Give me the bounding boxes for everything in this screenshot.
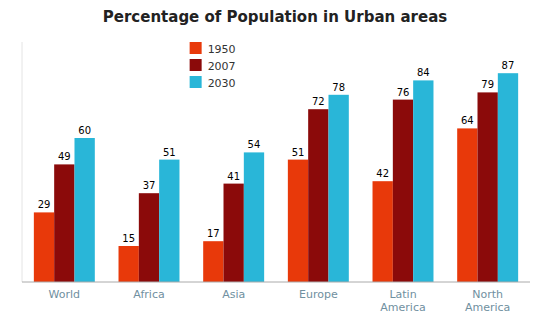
title: Percentage of Population in Urban areas [103, 8, 447, 26]
data-label: 17 [207, 228, 220, 239]
data-label: 84 [417, 67, 430, 78]
data-label: 41 [227, 171, 240, 182]
bar [54, 164, 74, 282]
data-label: 49 [58, 151, 71, 162]
bar [119, 246, 139, 282]
bar [159, 160, 179, 282]
data-label: 51 [163, 147, 176, 158]
data-label: 72 [312, 96, 325, 107]
data-label: 51 [292, 147, 305, 158]
legend-label: 1950 [208, 43, 236, 56]
legend-label: 2007 [208, 60, 236, 73]
data-label: 76 [397, 87, 410, 98]
x-tick-label: Africa [133, 288, 164, 301]
data-label: 29 [38, 199, 51, 210]
legend-swatch [190, 59, 202, 71]
legend: 1950 2007 2030 [190, 42, 236, 90]
x-tick-label: NorthAmerica [465, 288, 510, 314]
data-label: 15 [122, 233, 135, 244]
data-label: 42 [376, 168, 389, 179]
legend-swatch [190, 42, 202, 54]
chart: Percentage of Population in Urban areas 2… [0, 0, 550, 324]
data-label: 78 [332, 82, 345, 93]
bars [34, 73, 518, 282]
bar [34, 212, 54, 282]
bar [74, 138, 94, 282]
x-axis-line [22, 282, 530, 283]
chart-container: Percentage of Population in Urban areas 2… [0, 0, 550, 324]
x-tick-label: Europe [299, 288, 338, 301]
bar [498, 73, 518, 282]
legend-swatch [190, 76, 202, 88]
bar [308, 109, 328, 282]
x-tick-label: LatinAmerica [380, 288, 425, 314]
bar [393, 100, 413, 282]
data-label: 54 [248, 139, 261, 150]
data-label: 79 [481, 79, 494, 90]
data-label: 64 [461, 115, 474, 126]
bar [457, 128, 477, 282]
bar [139, 193, 159, 282]
data-labels: 29 15 17 51 42 64 49 37 41 72 76 79 60 51 54 78 84 87 [38, 60, 515, 244]
bar [224, 184, 244, 282]
data-label: 87 [502, 60, 515, 71]
x-tick-label: Asia [222, 288, 245, 301]
bar [288, 160, 308, 282]
bar [203, 241, 223, 282]
bar [413, 80, 433, 282]
legend-label: 2030 [208, 77, 236, 90]
bar [478, 92, 498, 282]
data-label: 60 [78, 125, 91, 136]
x-tick-label: World [49, 288, 81, 301]
y-axis-line [22, 42, 23, 282]
bar [244, 152, 264, 282]
bar [373, 181, 393, 282]
bar [328, 95, 348, 282]
data-label: 37 [143, 180, 156, 191]
